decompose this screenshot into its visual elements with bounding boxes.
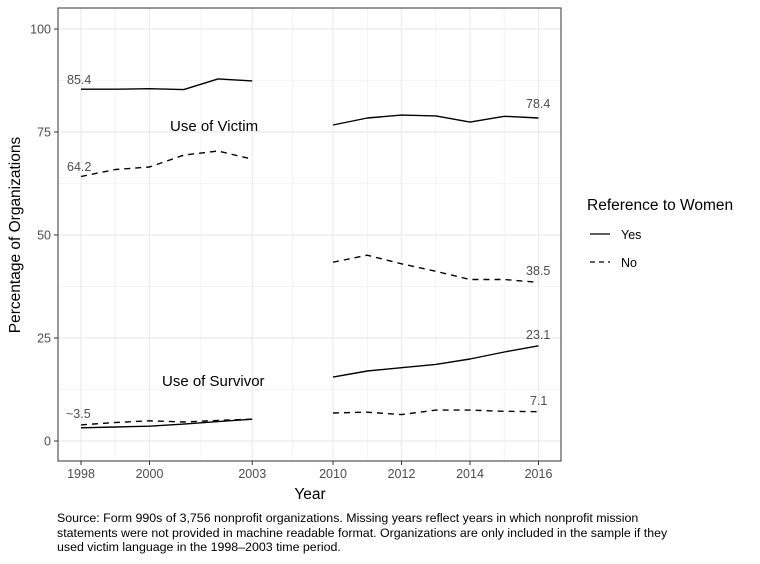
x-tick-label: 2016 xyxy=(525,467,553,481)
x-tick-label: 1998 xyxy=(67,467,95,481)
y-tick-label: 50 xyxy=(37,229,51,243)
source-caption: Source: Form 990s of 3,756 nonprofit org… xyxy=(57,511,668,554)
y-tick-label: 75 xyxy=(37,126,51,140)
y-axis: 0 25 50 75 100 xyxy=(30,23,58,449)
legend-label-yes: Yes xyxy=(621,228,641,242)
y-axis-title: Percentage of Organizations xyxy=(7,137,24,334)
series-line-survivor-yes xyxy=(332,345,539,378)
x-tick-label: 2012 xyxy=(388,467,416,481)
legend-label-no: No xyxy=(621,256,637,270)
annotation-survivor-yes-2016: 23.1 xyxy=(526,328,550,342)
x-tick-label: 2010 xyxy=(319,467,347,481)
group-label-survivor: Use of Survivor xyxy=(162,373,265,390)
legend: Reference to Women Yes No xyxy=(587,197,733,270)
major-gridlines xyxy=(58,8,561,461)
annotation-victim-yes-1998: 85.4 xyxy=(67,73,91,87)
series-line-survivor-no xyxy=(332,409,539,416)
group-label-victim: Use of Victim xyxy=(170,118,258,135)
series-line-victim-no xyxy=(332,254,539,284)
x-tick-label: 2003 xyxy=(238,467,266,481)
series-lines xyxy=(80,78,539,429)
y-tick-label: 25 xyxy=(37,332,51,346)
series-line-victim-yes xyxy=(332,114,539,126)
y-tick-label: 100 xyxy=(30,23,51,37)
annotation-victim-no-1998: 64.2 xyxy=(67,160,91,174)
annotation-survivor-1998: ~3.5 xyxy=(66,407,91,421)
series-line-survivor-no xyxy=(80,418,253,426)
x-tick-label: 2014 xyxy=(456,467,484,481)
series-line-victim-yes xyxy=(81,78,253,91)
legend-title: Reference to Women xyxy=(587,197,733,214)
series-line-survivor-yes xyxy=(80,418,253,429)
x-axis: 1998 2000 2003 2010 2012 2014 2016 xyxy=(67,461,552,481)
annotation-victim-yes-2016: 78.4 xyxy=(526,97,550,111)
x-axis-title: Year xyxy=(294,486,325,503)
series-line-victim-no xyxy=(80,150,253,178)
x-tick-label: 2000 xyxy=(136,467,164,481)
y-tick-label: 0 xyxy=(44,435,51,449)
annotation-survivor-no-2016: 7.1 xyxy=(530,394,547,408)
annotation-victim-no-2016: 38.5 xyxy=(526,264,550,278)
